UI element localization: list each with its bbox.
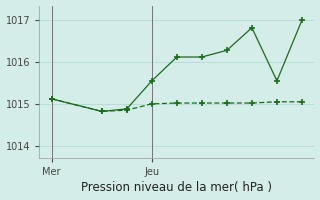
X-axis label: Pression niveau de la mer( hPa ): Pression niveau de la mer( hPa ) [81, 181, 272, 194]
